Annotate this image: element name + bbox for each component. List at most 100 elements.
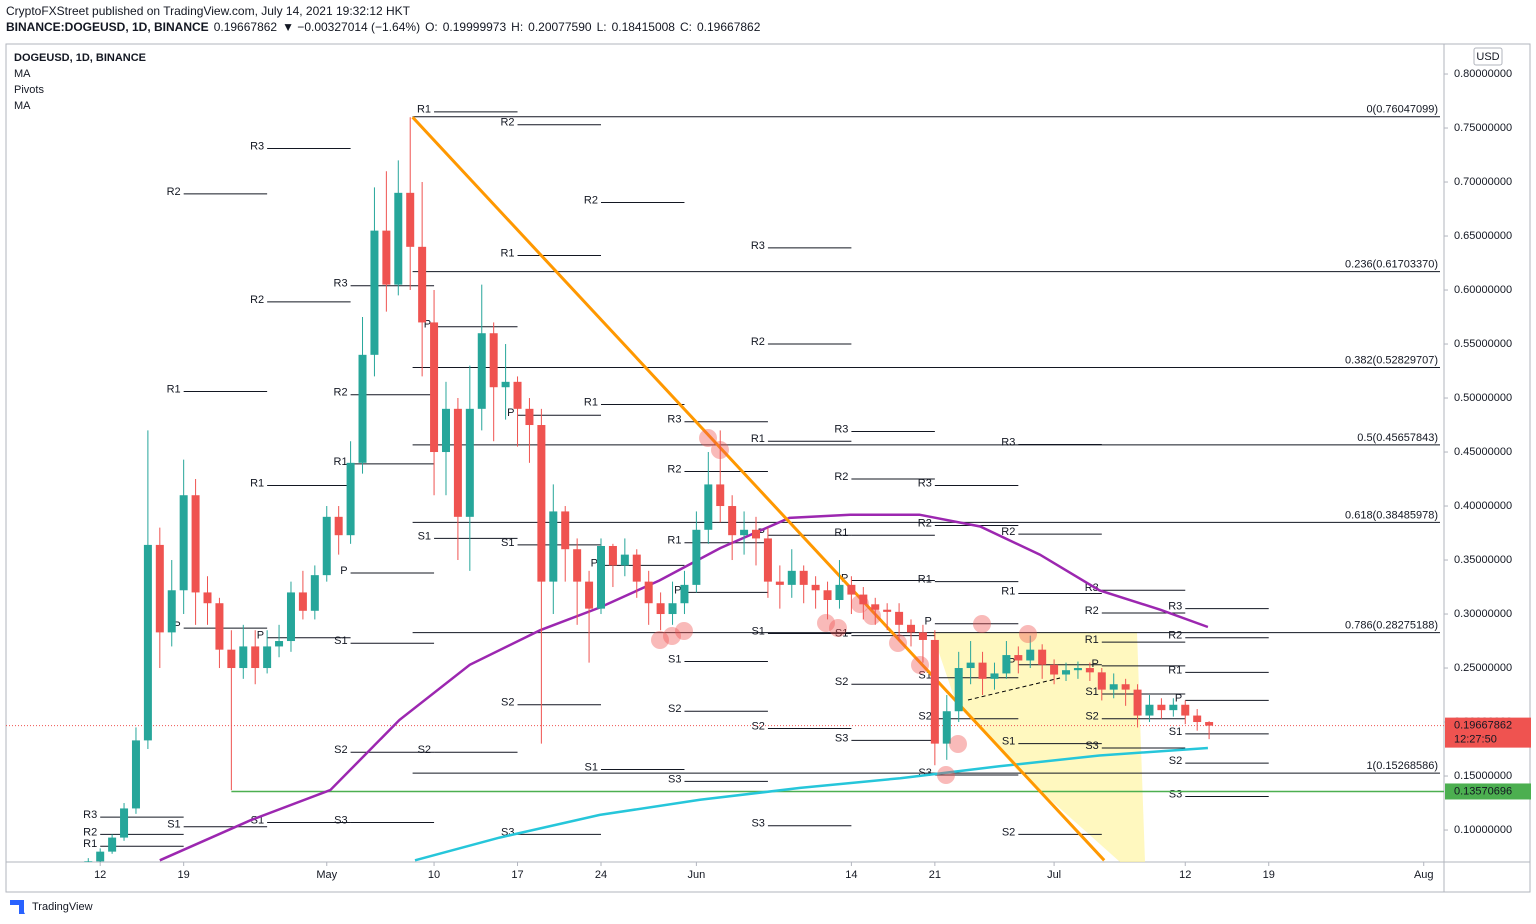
- currency-box: [1473, 47, 1503, 66]
- candle-body: [203, 592, 212, 604]
- pivot-label: R2: [751, 336, 765, 348]
- pivot-label: S1: [668, 653, 681, 665]
- candle-body: [823, 590, 832, 600]
- pivot-label: P: [591, 557, 598, 569]
- header-text: 0.19667862: [697, 20, 761, 34]
- candle-body: [728, 506, 737, 536]
- candle-body: [895, 611, 904, 625]
- candle-body: [418, 246, 427, 323]
- pivot-label: R1: [83, 838, 97, 850]
- price-tag-label: 0.13570696: [1454, 785, 1512, 797]
- candle-body: [513, 381, 522, 409]
- candle-body: [131, 740, 140, 809]
- fib-label: 0.382(0.52829707): [1345, 354, 1438, 366]
- pivot-label: S1: [501, 537, 514, 549]
- touch-marker: [829, 619, 847, 637]
- candle-body: [752, 529, 761, 539]
- candle-body: [644, 581, 653, 604]
- pivot-label: S2: [1169, 755, 1182, 767]
- pivot-label: P: [1008, 657, 1015, 669]
- candle-body: [1193, 715, 1202, 723]
- y-tick-label: 0.75000000: [1454, 122, 1512, 134]
- candle-body: [477, 333, 486, 409]
- candle-body: [334, 516, 343, 536]
- candle-body: [1085, 668, 1094, 673]
- header-text: 0.20077590: [528, 20, 592, 34]
- pivot-label: P: [507, 407, 514, 419]
- y-tick-label: 0.70000000: [1454, 176, 1512, 188]
- pivot-label: R2: [1168, 630, 1182, 642]
- header-text: H:: [511, 20, 523, 34]
- pivot-label: P: [925, 616, 932, 628]
- pivot-label: P: [758, 527, 765, 539]
- header-text: C:: [680, 20, 692, 34]
- legend-item: MA: [14, 100, 31, 112]
- y-tick-label: 0.35000000: [1454, 554, 1512, 566]
- pivot-label: R1: [918, 574, 932, 586]
- frame: [5, 43, 1531, 893]
- pivot-label: S3: [835, 732, 848, 744]
- footer: TradingView: [32, 901, 93, 913]
- price-tag: [1445, 783, 1531, 800]
- candle-body: [489, 333, 498, 388]
- currency: USD: [1476, 51, 1499, 63]
- pivot-label: S2: [1085, 711, 1098, 723]
- x-tick-label: 19: [1263, 869, 1275, 881]
- pivot-label: S1: [1169, 726, 1182, 738]
- y-tick-label: 0.80000000: [1454, 68, 1512, 80]
- fib-label: 1(0.15268586): [1366, 760, 1438, 772]
- candle-body: [799, 570, 808, 585]
- candle-body: [108, 837, 117, 852]
- pivot-label: R2: [1085, 605, 1099, 617]
- candle-body: [942, 711, 951, 744]
- y-tick-label: 0.25000000: [1454, 662, 1512, 674]
- candle-body: [835, 584, 844, 600]
- candle-body: [668, 603, 677, 615]
- candle-body: [239, 646, 248, 669]
- candle-body: [346, 462, 355, 536]
- moving-average: [159, 513, 1209, 862]
- candle-body: [96, 851, 105, 862]
- touch-marker: [651, 631, 669, 649]
- candle-body: [1169, 704, 1178, 711]
- pivot-label: R2: [334, 387, 348, 399]
- touch-marker: [1019, 625, 1037, 643]
- candle-body: [394, 192, 403, 285]
- candle-body: [310, 575, 319, 611]
- candle-body: [775, 581, 784, 585]
- x-tick-label: 19: [178, 869, 190, 881]
- candle-body: [608, 545, 617, 566]
- candle-body: [847, 584, 856, 595]
- touch-marker: [937, 766, 955, 784]
- candle-body: [585, 581, 594, 609]
- candle-body: [143, 544, 152, 741]
- pivot-label: R3: [83, 809, 97, 821]
- candle-body: [1205, 722, 1214, 726]
- candle-body: [286, 592, 295, 642]
- pivot-label: S2: [835, 676, 848, 688]
- candle-body: [167, 590, 176, 633]
- candle-body: [215, 603, 224, 650]
- candle-body: [1109, 684, 1118, 690]
- candle-body: [596, 545, 605, 609]
- candle-body: [1181, 704, 1190, 716]
- header-text: ▼ −0.00327014 (−1.64%): [282, 20, 420, 34]
- price-tag: [1445, 717, 1531, 748]
- candle-body: [1038, 649, 1047, 665]
- pivot-label: R1: [417, 104, 431, 116]
- x-tick-label: 12: [1179, 869, 1191, 881]
- candle-body: [1073, 668, 1082, 671]
- pivot-label: S1: [167, 819, 180, 831]
- pivot-label: R1: [834, 527, 848, 539]
- candle-body: [322, 516, 331, 576]
- touch-marker: [663, 627, 681, 645]
- pivot-label: R2: [250, 294, 264, 306]
- candle-body: [453, 408, 462, 517]
- candle-body: [787, 570, 796, 585]
- candle-body: [465, 408, 474, 517]
- pivot-label: P: [173, 620, 180, 632]
- pivot-label: P: [841, 572, 848, 584]
- pivot-label: R2: [834, 471, 848, 483]
- pivot-label: R1: [667, 535, 681, 547]
- candle-body: [1145, 704, 1154, 716]
